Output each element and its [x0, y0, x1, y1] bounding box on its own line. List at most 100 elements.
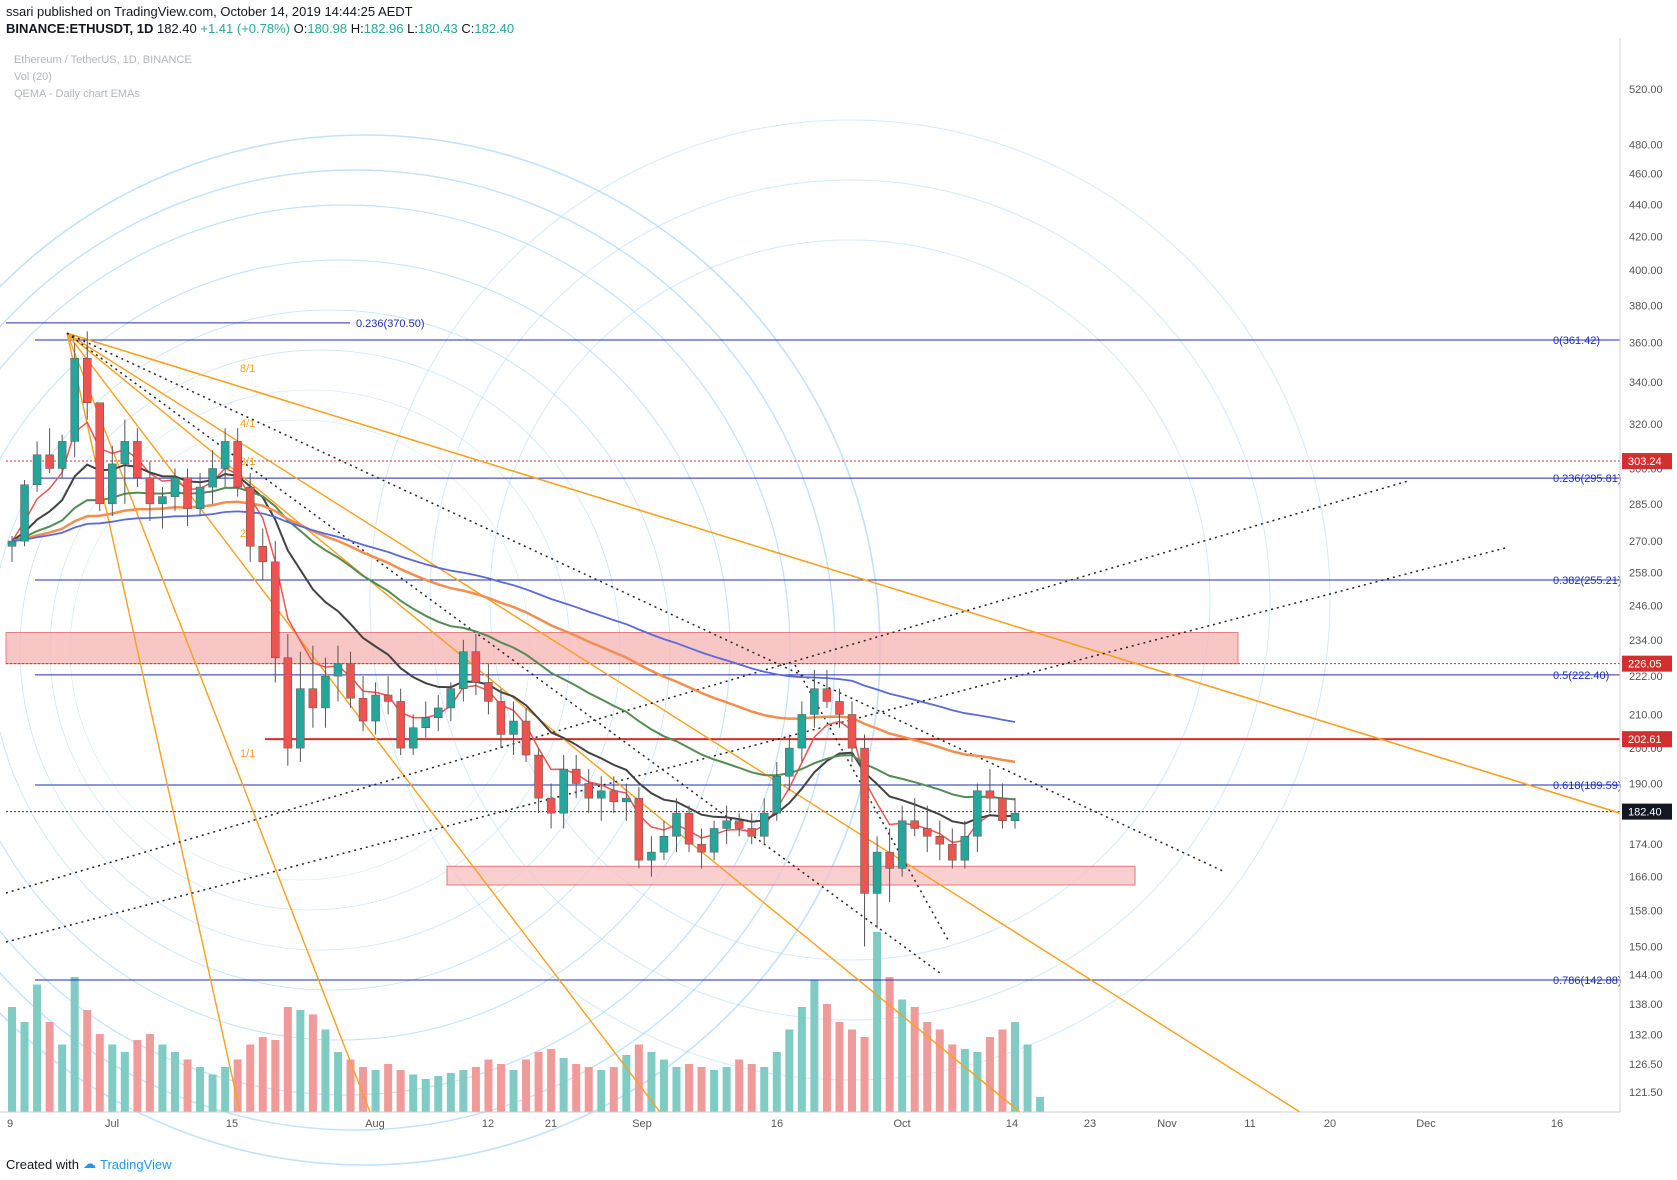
- zones: [5, 631, 1239, 886]
- volume-bar: [271, 1040, 280, 1112]
- volume-bar: [572, 1064, 581, 1112]
- candle-body: [245, 486, 255, 547]
- price-tick-label: 126.50: [1629, 1059, 1663, 1071]
- dotted-trendline: [794, 664, 949, 941]
- publisher-line: ssari published on TradingView.com, Octo…: [6, 4, 413, 19]
- candle: [847, 701, 857, 763]
- low-value: 180.43: [417, 21, 458, 36]
- price-tick-label: 138.00: [1629, 999, 1663, 1011]
- candle: [634, 787, 644, 869]
- volume-bar: [873, 932, 882, 1112]
- time-tick-label: 12: [482, 1118, 494, 1130]
- footer: Created with ☁ TradingView: [6, 1156, 172, 1172]
- candle-body: [785, 747, 794, 777]
- candle-body: [722, 820, 731, 829]
- time-tick-label: 20: [1324, 1118, 1336, 1130]
- candle-body: [697, 843, 706, 853]
- candle: [308, 645, 318, 728]
- price-tick-label: 246.00: [1629, 600, 1663, 612]
- open-label: O:: [293, 21, 308, 36]
- last-price-tag-label: 182.40: [1628, 807, 1662, 819]
- volume-bar: [722, 1067, 731, 1112]
- candle-body: [233, 441, 242, 488]
- volume-bar: [58, 1044, 67, 1112]
- fan-label: 4/1: [240, 418, 255, 430]
- candle-body: [885, 851, 894, 869]
- volume-bar: [446, 1073, 455, 1112]
- candle-body: [20, 484, 29, 542]
- candle-body: [847, 714, 857, 749]
- candle-body: [659, 836, 669, 853]
- candle: [935, 820, 945, 861]
- price-tick-label: 460.00: [1629, 169, 1663, 181]
- candle: [208, 450, 217, 504]
- candle-body: [1010, 812, 1020, 822]
- open-value: 180.98: [307, 21, 348, 36]
- volume-bar: [83, 1010, 92, 1112]
- volume-bar: [747, 1064, 756, 1112]
- volume-bar: [333, 1052, 342, 1112]
- volume-bar: [95, 1034, 104, 1112]
- volume-bar: [609, 1067, 618, 1112]
- candle: [810, 669, 819, 728]
- price-mark-label: 303.24: [1628, 456, 1662, 468]
- candle: [960, 820, 970, 869]
- close-value: 182.40: [474, 21, 515, 36]
- price-change: +1.41 (+0.78%): [200, 21, 290, 36]
- candle-body: [220, 441, 230, 469]
- candle-body: [459, 651, 468, 689]
- gann-fans: 8/14/13/12/11/1: [66, 332, 1621, 1113]
- volume-bar: [409, 1074, 418, 1112]
- candle-body: [521, 720, 531, 756]
- candle-body: [484, 682, 493, 702]
- candle: [948, 828, 957, 869]
- fan-label: 3/1: [240, 456, 255, 468]
- candle-body: [7, 540, 17, 547]
- candle: [258, 528, 267, 581]
- candle: [973, 783, 982, 853]
- volume-bar: [158, 1044, 167, 1112]
- candle: [885, 828, 894, 903]
- candle-body: [910, 820, 919, 829]
- candle: [120, 419, 130, 504]
- volume-bar: [885, 977, 894, 1112]
- price-tick-label: 121.50: [1629, 1087, 1663, 1099]
- volume-bar: [421, 1079, 430, 1112]
- candle-body: [333, 663, 343, 677]
- candle-body: [760, 812, 769, 837]
- candle: [446, 682, 456, 722]
- price-mark-tag: [1622, 655, 1672, 672]
- candle: [108, 445, 117, 517]
- candle-body: [421, 717, 430, 728]
- candle-body: [985, 790, 995, 799]
- tradingview-brand[interactable]: TradingView: [99, 1156, 172, 1172]
- ema-75: [11, 510, 1016, 723]
- volume-bar: [321, 1029, 330, 1112]
- time-tick-label: Aug: [365, 1118, 385, 1130]
- volume-bar: [797, 1007, 806, 1112]
- candle-body: [797, 714, 807, 749]
- volume-bar: [597, 1070, 606, 1112]
- volume-bar: [396, 1070, 405, 1112]
- candle: [734, 813, 744, 837]
- volume-bar: [183, 1059, 192, 1112]
- price-tick-label: 400.00: [1629, 265, 1663, 277]
- candle: [659, 820, 669, 861]
- volume-bar: [120, 1052, 129, 1112]
- candles: [7, 331, 1020, 947]
- candle: [408, 714, 418, 756]
- candle: [985, 769, 995, 814]
- candle: [133, 428, 142, 488]
- candle: [183, 468, 192, 526]
- symbol-label[interactable]: BINANCE:ETHUSDT, 1D: [6, 21, 154, 36]
- price-tick-label: 320.00: [1629, 419, 1663, 431]
- price-tick-label: 420.00: [1629, 231, 1663, 243]
- volume-bar: [985, 1037, 994, 1112]
- candle-body: [258, 546, 267, 563]
- candle: [584, 769, 593, 814]
- volume-bar: [484, 1059, 493, 1112]
- candle: [95, 402, 105, 512]
- volume-bar: [384, 1064, 393, 1112]
- volume-bar: [634, 1044, 643, 1112]
